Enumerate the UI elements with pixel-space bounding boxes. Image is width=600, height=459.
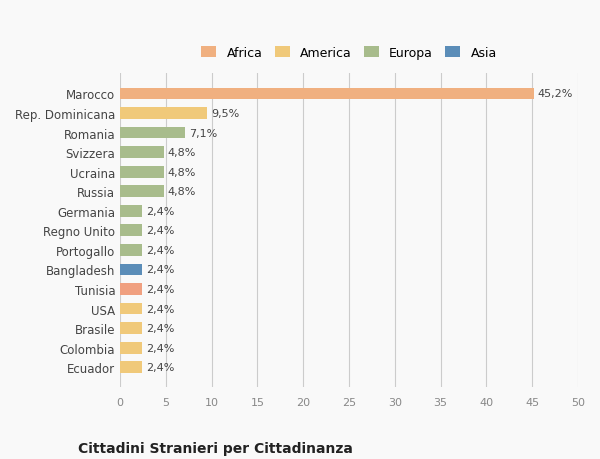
Text: Cittadini Stranieri per Cittadinanza: Cittadini Stranieri per Cittadinanza — [78, 441, 353, 454]
Bar — [120, 108, 207, 120]
Text: 2,4%: 2,4% — [146, 304, 174, 314]
Text: 2,4%: 2,4% — [146, 207, 174, 216]
Bar — [120, 206, 142, 217]
Bar — [120, 323, 142, 334]
Text: 2,4%: 2,4% — [146, 363, 174, 373]
Text: 45,2%: 45,2% — [538, 89, 573, 99]
Text: 2,4%: 2,4% — [146, 246, 174, 255]
Bar — [120, 245, 142, 256]
Legend: Africa, America, Europa, Asia: Africa, America, Europa, Asia — [197, 43, 500, 63]
Bar — [120, 264, 142, 276]
Bar — [120, 303, 142, 315]
Text: 7,1%: 7,1% — [189, 128, 217, 138]
Text: 4,8%: 4,8% — [168, 167, 196, 177]
Bar — [120, 362, 142, 373]
Bar — [120, 88, 534, 100]
Bar — [120, 186, 164, 198]
Bar — [120, 128, 185, 139]
Text: 9,5%: 9,5% — [211, 109, 239, 119]
Bar — [120, 225, 142, 237]
Text: 2,4%: 2,4% — [146, 265, 174, 275]
Text: 2,4%: 2,4% — [146, 343, 174, 353]
Text: 2,4%: 2,4% — [146, 285, 174, 294]
Bar — [120, 284, 142, 295]
Text: 2,4%: 2,4% — [146, 324, 174, 334]
Bar — [120, 167, 164, 178]
Text: 4,8%: 4,8% — [168, 148, 196, 158]
Bar — [120, 342, 142, 354]
Text: 4,8%: 4,8% — [168, 187, 196, 197]
Bar — [120, 147, 164, 159]
Text: 2,4%: 2,4% — [146, 226, 174, 236]
